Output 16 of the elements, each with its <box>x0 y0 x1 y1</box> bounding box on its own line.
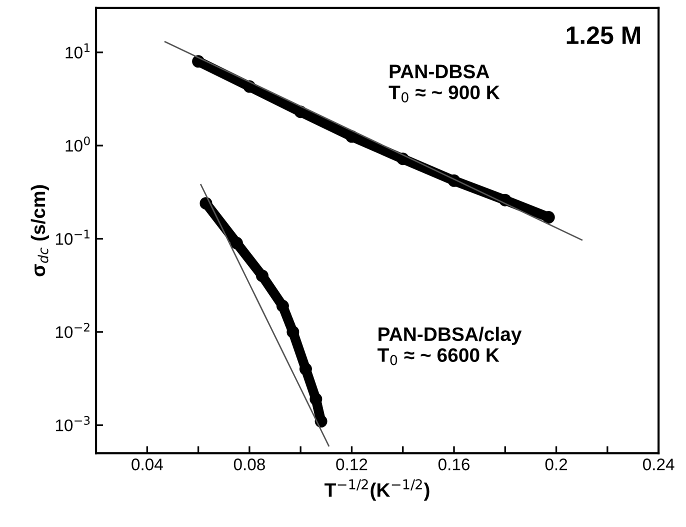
y-tick-label: 10$^{−3}$ <box>56 416 90 432</box>
x-tick-label: 0.12 <box>336 458 368 470</box>
y-axis-title: σ$_{dc}$ (s/cm) <box>30 185 49 276</box>
annotation: PAN-DBSA T$_{0}$ ≈ ~ 900 K <box>388 64 500 102</box>
annotation: 1.25 M <box>566 26 640 44</box>
x-tick-label: 0.2 <box>545 458 568 470</box>
x-tick-label: 0.08 <box>234 458 265 470</box>
x-tick-label: 0.04 <box>132 458 163 470</box>
x-axis-title: T$^{−1/2}$(K$^{−1/2}$) <box>324 479 430 501</box>
x-tick-label: 0.16 <box>438 458 470 470</box>
y-tick-label: 10$^{0}$ <box>66 136 90 152</box>
y-tick-label: 10$^{1}$ <box>66 43 90 58</box>
annotation: PAN-DBSA/clay T$_{0}$ ≈ ~ 6600 K <box>378 326 522 366</box>
y-tick-label: 10$^{−1}$ <box>56 230 90 245</box>
y-tick-label: 10$^{−2}$ <box>56 322 90 338</box>
x-tick-label: 0.24 <box>642 458 674 470</box>
